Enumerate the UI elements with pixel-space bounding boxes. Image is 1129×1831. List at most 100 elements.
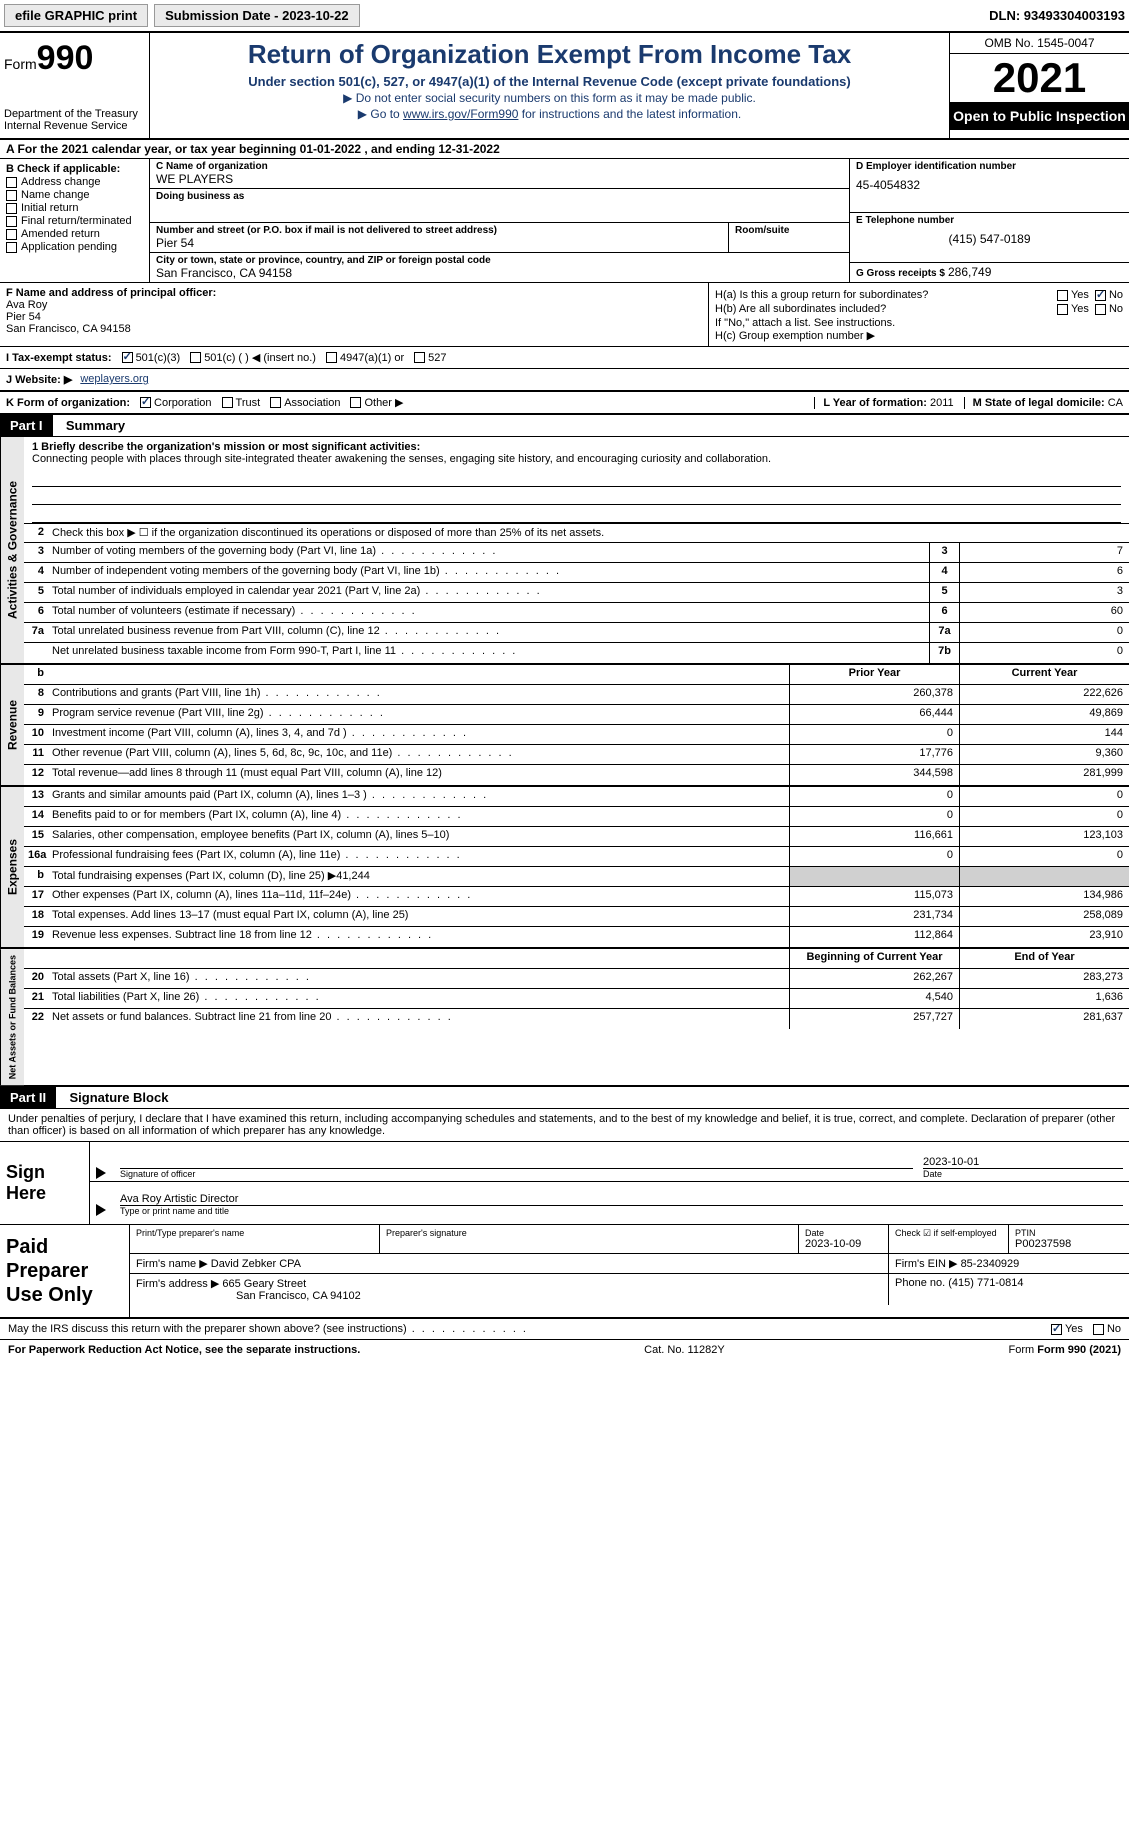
lbl-527: 527	[428, 352, 446, 364]
line10: Investment income (Part VIII, column (A)…	[48, 725, 789, 744]
efile-button[interactable]: efile GRAPHIC print	[4, 4, 148, 27]
lbl-dyes: Yes	[1065, 1323, 1083, 1335]
mission-text: Connecting people with places through si…	[32, 453, 1121, 465]
top-bar: efile GRAPHIC print Submission Date - 20…	[0, 0, 1129, 33]
firm-name-val: David Zebker CPA	[211, 1258, 301, 1270]
summary-exp: Expenses 13Grants and similar amounts pa…	[0, 787, 1129, 949]
chk-discuss-no[interactable]	[1093, 1324, 1104, 1335]
chk-hb-yes[interactable]	[1057, 304, 1068, 315]
current-year-hdr: Current Year	[959, 665, 1129, 684]
prep-phone-lbl: Phone no.	[895, 1277, 945, 1289]
chk-527[interactable]	[414, 352, 425, 363]
mission-blank1	[32, 469, 1121, 487]
form-subtitle: Under section 501(c), 527, or 4947(a)(1)…	[160, 74, 939, 89]
lbl-pending: Application pending	[21, 241, 117, 253]
lbl-no: No	[1109, 289, 1123, 301]
line21-p: 4,540	[789, 989, 959, 1008]
sig-date-lbl: Date	[923, 1168, 1123, 1179]
line9-p: 66,444	[789, 705, 959, 724]
line5-val: 3	[959, 583, 1129, 602]
m-label: M State of legal domicile:	[973, 397, 1105, 409]
lbl-501c3: 501(c)(3)	[136, 352, 181, 364]
chk-501c[interactable]	[190, 352, 201, 363]
chk-discuss-yes[interactable]	[1051, 1324, 1062, 1335]
tax-year: 2021	[950, 54, 1129, 102]
ein-val: 45-4054832	[856, 178, 1123, 192]
lbl-assoc: Association	[284, 397, 340, 409]
line1-mission: 1 Briefly describe the organization's mi…	[24, 437, 1129, 469]
lbl-initial: Initial return	[21, 202, 78, 214]
line13-c: 0	[959, 787, 1129, 806]
part2-title: Signature Block	[59, 1087, 178, 1108]
chk-amended[interactable]	[6, 229, 17, 240]
chk-initial[interactable]	[6, 203, 17, 214]
hc-label: H(c) Group exemption number ▶	[715, 329, 1123, 342]
chk-assoc[interactable]	[270, 397, 281, 408]
line8-p: 260,378	[789, 685, 959, 704]
chk-4947[interactable]	[326, 352, 337, 363]
header-right: OMB No. 1545-0047 2021 Open to Public In…	[949, 33, 1129, 138]
irs-link[interactable]: www.irs.gov/Form990	[403, 107, 518, 121]
line19: Revenue less expenses. Subtract line 18 …	[48, 927, 789, 947]
org-name: WE PLAYERS	[156, 172, 843, 186]
chk-other[interactable]	[350, 397, 361, 408]
line7b: Net unrelated business taxable income fr…	[48, 643, 929, 663]
line16b-p	[789, 867, 959, 886]
submission-button[interactable]: Submission Date - 2023-10-22	[154, 4, 360, 27]
paid-label: Paid Preparer Use Only	[0, 1225, 130, 1317]
line12-c: 281,999	[959, 765, 1129, 785]
tab-revenue: Revenue	[0, 665, 24, 785]
chk-ha-no[interactable]	[1095, 290, 1106, 301]
l-val: 2011	[930, 397, 954, 409]
line9: Program service revenue (Part VIII, line…	[48, 705, 789, 724]
chk-pending[interactable]	[6, 242, 17, 253]
line16b: Total fundraising expenses (Part IX, col…	[48, 867, 789, 886]
chk-addr-change[interactable]	[6, 177, 17, 188]
website-link[interactable]: weplayers.org	[80, 373, 148, 386]
chk-ha-yes[interactable]	[1057, 290, 1068, 301]
line18-c: 258,089	[959, 907, 1129, 926]
line20-c: 283,273	[959, 969, 1129, 988]
mission-blank2	[32, 487, 1121, 505]
line7a-val: 0	[959, 623, 1129, 642]
chk-trust[interactable]	[222, 397, 233, 408]
c-name-label: C Name of organization	[156, 161, 843, 172]
part1-badge: Part I	[0, 415, 53, 436]
line16a-c: 0	[959, 847, 1129, 866]
arrow-icon2	[96, 1204, 106, 1216]
lbl-other: Other ▶	[364, 396, 403, 409]
firm-addr-lbl: Firm's address ▶	[136, 1278, 219, 1290]
section-h: H(a) Is this a group return for subordin…	[709, 283, 1129, 346]
line6: Total number of volunteers (estimate if …	[48, 603, 929, 622]
chk-name-change[interactable]	[6, 190, 17, 201]
chk-corp[interactable]	[140, 397, 151, 408]
sig-declaration: Under penalties of perjury, I declare th…	[0, 1109, 1129, 1142]
line4: Number of independent voting members of …	[48, 563, 929, 582]
m-val: CA	[1108, 397, 1123, 409]
sig-date-val: 2023-10-01	[923, 1156, 1123, 1168]
line8: Contributions and grants (Part VIII, lin…	[48, 685, 789, 704]
lbl-name-change: Name change	[21, 189, 90, 201]
line10-c: 144	[959, 725, 1129, 744]
ptin-val: P00237598	[1015, 1238, 1123, 1250]
line16a: Professional fundraising fees (Part IX, …	[48, 847, 789, 866]
line22-p: 257,727	[789, 1009, 959, 1029]
line13-p: 0	[789, 787, 959, 806]
cat-no: Cat. No. 11282Y	[644, 1344, 725, 1356]
part2-badge: Part II	[0, 1087, 56, 1108]
section-fh: F Name and address of principal officer:…	[0, 283, 1129, 347]
chk-hb-no[interactable]	[1095, 304, 1106, 315]
line6-val: 60	[959, 603, 1129, 622]
section-bcdefg: B Check if applicable: Address change Na…	[0, 159, 1129, 283]
paid-preparer: Paid Preparer Use Only Print/Type prepar…	[0, 1225, 1129, 1319]
city-label: City or town, state or province, country…	[156, 255, 843, 266]
chk-final[interactable]	[6, 216, 17, 227]
line12: Total revenue—add lines 8 through 11 (mu…	[48, 765, 789, 785]
line10-p: 0	[789, 725, 959, 744]
line4-val: 6	[959, 563, 1129, 582]
line21-c: 1,636	[959, 989, 1129, 1008]
city-val: San Francisco, CA 94158	[156, 266, 843, 280]
chk-501c3[interactable]	[122, 352, 133, 363]
line13: Grants and similar amounts paid (Part IX…	[48, 787, 789, 806]
pra-notice: For Paperwork Reduction Act Notice, see …	[8, 1344, 360, 1356]
